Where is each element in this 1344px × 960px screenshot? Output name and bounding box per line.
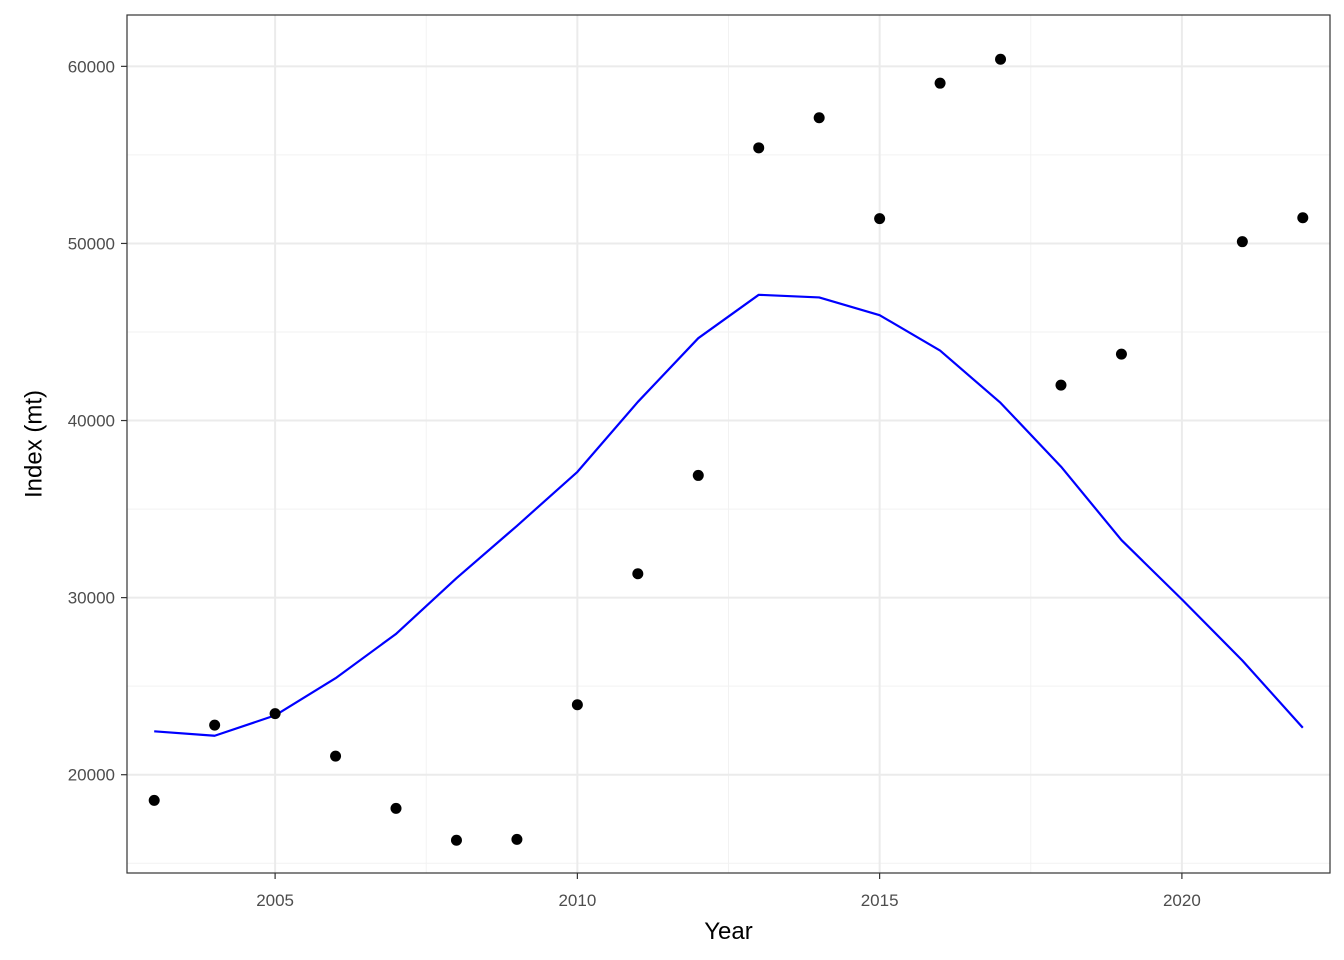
data-point [390, 802, 402, 814]
data-point [753, 142, 765, 154]
y-tick-label: 60000 [68, 57, 115, 76]
data-point [813, 112, 825, 124]
x-axis-title: Year [704, 918, 753, 945]
data-point [148, 794, 160, 806]
x-tick-label: 2005 [256, 891, 294, 910]
data-point [934, 77, 946, 89]
fitted-line [154, 293, 1304, 737]
major-gridlines [127, 15, 1330, 873]
y-axis: 20000 30000 40000 50000 60000 [68, 57, 127, 785]
data-point [692, 469, 704, 481]
data-point [995, 53, 1007, 65]
data-point [874, 213, 886, 225]
y-axis-title: Index (mt) [20, 390, 47, 498]
data-point [1297, 212, 1309, 224]
data-point [1055, 379, 1067, 391]
data-point [209, 719, 221, 731]
data-point [1236, 236, 1248, 248]
x-axis: 2005 2010 2015 2020 [256, 873, 1201, 910]
y-tick-label: 20000 [68, 766, 115, 785]
data-point [269, 708, 281, 720]
y-tick-label: 40000 [68, 412, 115, 431]
data-point [632, 568, 644, 580]
x-tick-label: 2020 [1163, 891, 1201, 910]
minor-gridlines [127, 15, 1330, 873]
data-point [330, 750, 342, 762]
y-tick-label: 50000 [68, 234, 115, 253]
data-point [571, 699, 583, 711]
data-point [511, 833, 523, 845]
x-tick-label: 2010 [558, 891, 596, 910]
y-tick-label: 30000 [68, 589, 115, 608]
data-point [1115, 348, 1127, 360]
x-tick-label: 2015 [861, 891, 899, 910]
series-layer [148, 53, 1309, 846]
data-point [450, 834, 462, 846]
plot-panel-border [126, 14, 1331, 874]
